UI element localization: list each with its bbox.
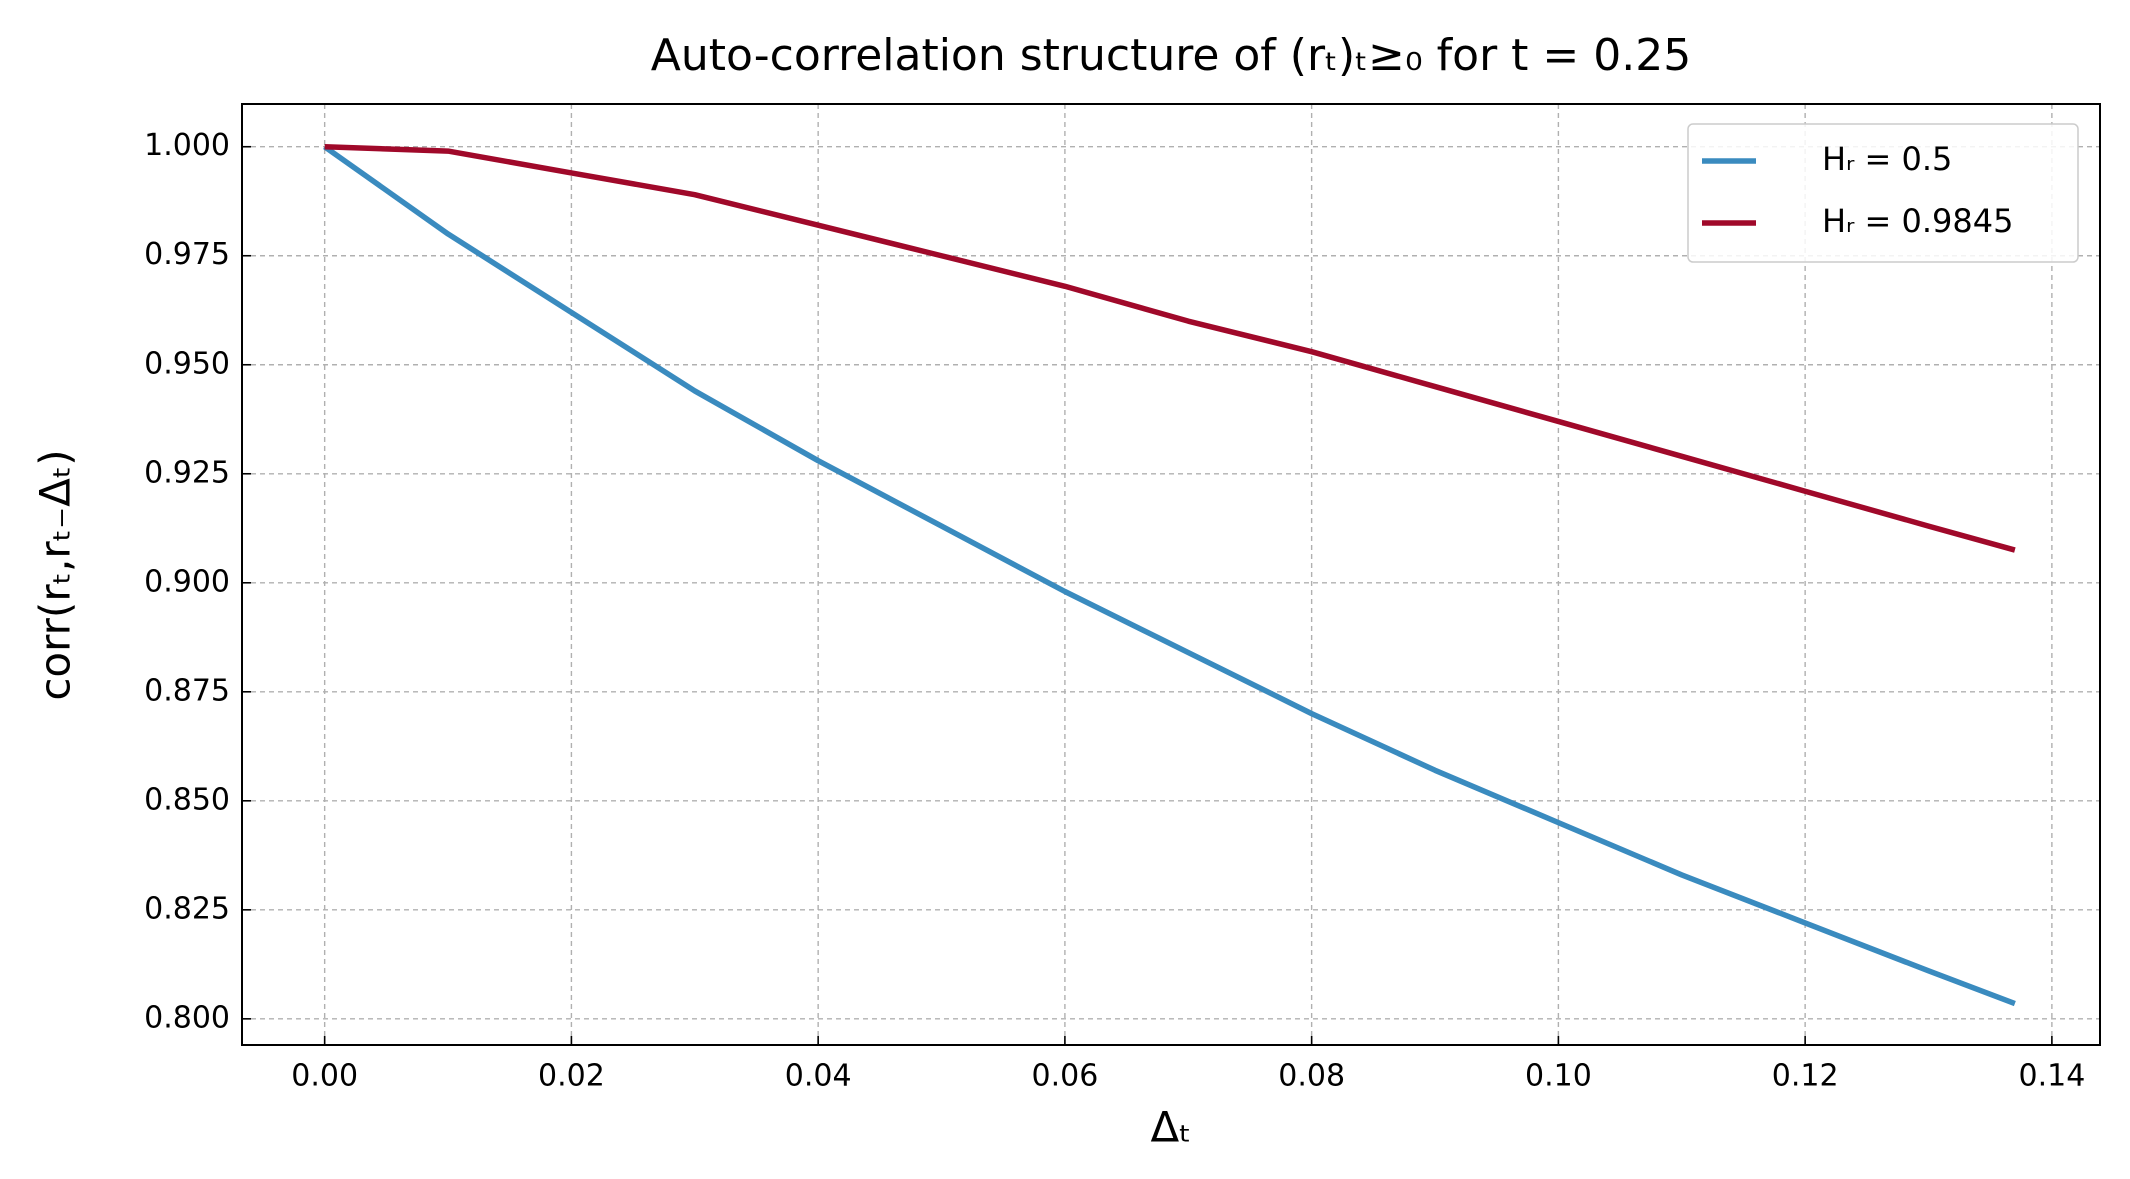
x-tick-label: 0.00 — [291, 1059, 358, 1094]
x-tick-label: 0.12 — [1772, 1059, 1839, 1094]
y-tick-label: 0.900 — [144, 564, 230, 599]
chart-title: Auto-correlation structure of (rₜ)ₜ≥₀ fo… — [651, 30, 1691, 81]
y-tick-label: 0.875 — [144, 673, 230, 708]
x-tick-label: 0.14 — [2018, 1059, 2085, 1094]
legend-label: Hᵣ = 0.5 — [1822, 140, 1952, 178]
y-tick-label: 1.000 — [144, 128, 230, 163]
y-tick-label: 0.850 — [144, 782, 230, 817]
x-tick-label: 0.04 — [785, 1059, 852, 1094]
legend-label: Hᵣ = 0.9845 — [1822, 202, 2013, 240]
x-tick-label: 0.08 — [1278, 1059, 1345, 1094]
legend-box — [1687, 123, 2079, 263]
data-line — [324, 143, 2016, 553]
x-tick-label: 0.02 — [538, 1059, 605, 1094]
y-axis-label: corr(rₜ,rₜ₋Δₜ) — [31, 449, 80, 700]
plot-frame — [241, 103, 2101, 1046]
y-tick-label: 0.800 — [144, 1000, 230, 1035]
data-line — [323, 144, 2016, 1007]
x-tick-label: 0.06 — [1032, 1059, 1099, 1094]
x-axis-label: Δₜ — [1150, 1103, 1191, 1152]
y-tick-label: 0.975 — [144, 237, 230, 272]
x-tick-label: 0.10 — [1525, 1059, 1592, 1094]
y-tick-label: 0.825 — [144, 891, 230, 926]
y-tick-label: 0.950 — [144, 346, 230, 381]
legend: Hᵣ = 0.5 Hᵣ = 0.9845 — [1687, 123, 2079, 263]
y-tick-label: 0.925 — [144, 455, 230, 490]
